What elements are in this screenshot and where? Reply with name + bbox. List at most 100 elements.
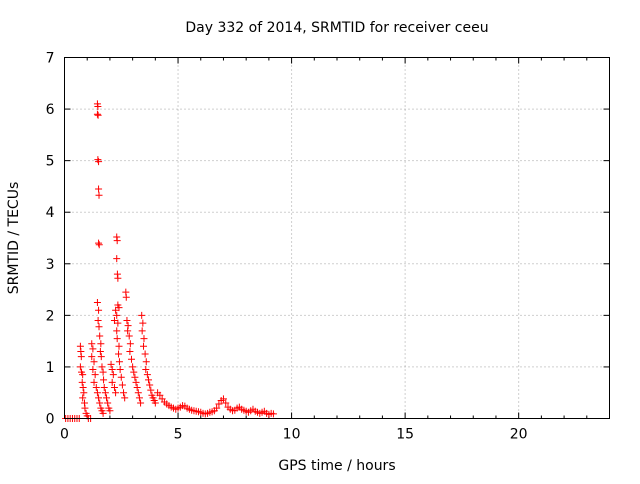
data-point xyxy=(222,399,230,407)
data-point xyxy=(95,323,103,331)
data-point xyxy=(79,384,87,392)
data-point xyxy=(115,304,123,312)
data-point xyxy=(95,394,103,402)
y-tick-label: 4 xyxy=(46,205,55,221)
data-point xyxy=(93,110,101,118)
data-point xyxy=(78,378,86,386)
data-point xyxy=(133,384,141,392)
data-point xyxy=(125,332,133,340)
data-point xyxy=(108,378,116,386)
data-point xyxy=(99,409,107,417)
y-tick-labels: 0 1 2 3 4 5 6 7 xyxy=(46,51,55,428)
data-point xyxy=(139,319,147,327)
data-point xyxy=(95,306,103,314)
data-point xyxy=(81,404,89,412)
data-point xyxy=(129,363,137,371)
data-point xyxy=(112,389,120,397)
data-point xyxy=(97,340,105,348)
data-point xyxy=(95,158,103,166)
data-point xyxy=(123,317,131,325)
data-point xyxy=(140,342,148,350)
data-point xyxy=(96,332,104,340)
data-point xyxy=(79,394,87,402)
data-point xyxy=(89,345,97,353)
data-point xyxy=(88,340,96,348)
data-point xyxy=(89,366,97,374)
x-tick-label: 10 xyxy=(283,427,301,443)
data-point xyxy=(109,371,117,379)
data-point xyxy=(95,185,103,193)
data-point xyxy=(113,335,121,343)
data-point xyxy=(117,373,125,381)
data-point xyxy=(140,335,148,343)
data-point xyxy=(95,241,103,249)
data-point xyxy=(122,293,130,301)
data-point xyxy=(126,347,134,355)
data-point xyxy=(121,394,129,402)
data-point xyxy=(142,358,150,366)
x-axis-title: GPS time / hours xyxy=(278,458,395,474)
data-point xyxy=(103,394,111,402)
data-point xyxy=(91,371,99,379)
data-point xyxy=(137,399,145,407)
data-point xyxy=(100,384,108,392)
data-point xyxy=(106,407,114,415)
data-point xyxy=(110,384,118,392)
data-point xyxy=(88,353,96,361)
y-tick-label: 6 xyxy=(46,102,55,118)
data-point xyxy=(134,389,142,397)
data-point xyxy=(104,399,112,407)
data-point xyxy=(108,366,116,374)
data-point xyxy=(94,317,102,325)
data-point xyxy=(127,355,135,363)
data-point xyxy=(131,373,139,381)
data-point xyxy=(120,389,128,397)
data-point xyxy=(213,404,221,412)
data-point xyxy=(90,358,98,366)
data-point xyxy=(115,342,123,350)
y-tick-label: 5 xyxy=(46,154,55,170)
data-point xyxy=(143,371,151,379)
x-tick-label: 20 xyxy=(510,427,528,443)
data-point xyxy=(80,389,88,397)
data-point xyxy=(76,363,84,371)
y-tick-label: 3 xyxy=(46,257,55,273)
data-point xyxy=(93,298,101,306)
y-tick-label: 1 xyxy=(46,360,55,376)
data-point xyxy=(79,371,87,379)
y-tick-label: 0 xyxy=(46,412,55,428)
data-point xyxy=(100,376,108,384)
data-point xyxy=(145,376,153,384)
data-point xyxy=(107,360,115,368)
data-point xyxy=(147,386,155,394)
data-point xyxy=(124,327,132,335)
data-point xyxy=(132,378,140,386)
data-point xyxy=(95,191,103,199)
data-point xyxy=(92,384,100,392)
data-point xyxy=(156,391,164,399)
data-point xyxy=(96,347,104,355)
data-point xyxy=(97,353,105,361)
data-point xyxy=(141,350,149,358)
data-point xyxy=(146,381,154,389)
plot-frame xyxy=(64,57,610,419)
data-point xyxy=(269,410,277,418)
data-point xyxy=(94,102,102,110)
y-tick-label: 7 xyxy=(46,51,55,67)
data-point xyxy=(93,389,101,397)
data-point xyxy=(77,353,85,361)
grid-layer xyxy=(64,57,610,419)
data-point xyxy=(94,111,102,119)
data-point xyxy=(90,378,98,386)
data-point xyxy=(219,395,227,403)
data-point xyxy=(113,255,121,263)
data-point xyxy=(215,400,223,408)
data-point xyxy=(95,239,103,247)
chart-title: Day 332 of 2014, SRMTID for receiver cee… xyxy=(185,20,488,36)
x-tick-labels: 0 5 10 15 20 xyxy=(60,427,528,443)
data-point xyxy=(114,319,122,327)
data-point xyxy=(126,340,134,348)
data-point xyxy=(151,399,159,407)
